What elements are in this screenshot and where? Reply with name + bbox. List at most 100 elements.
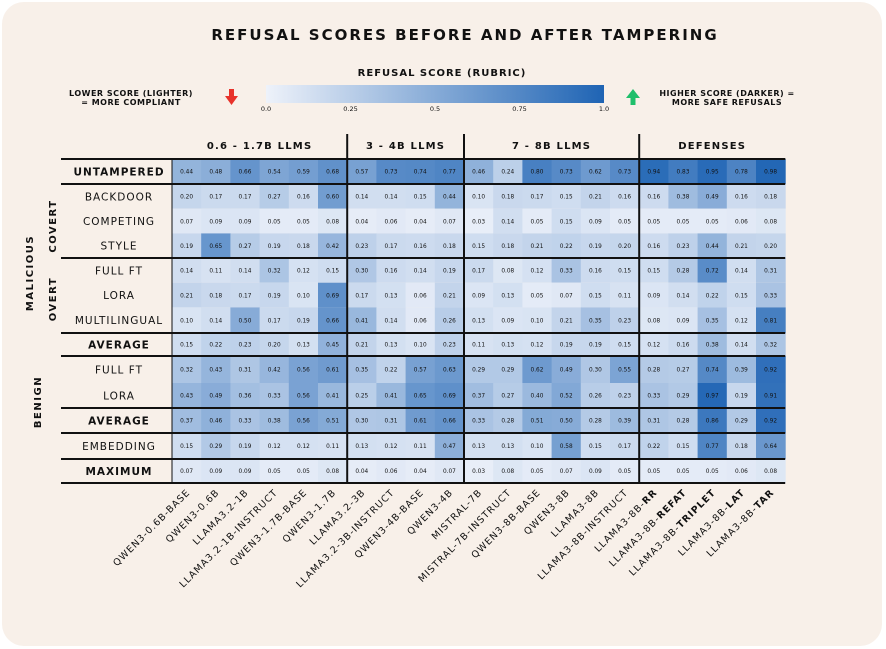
heatmap-cell xyxy=(172,159,202,184)
cell-value-label: 0.19 xyxy=(239,444,252,450)
heatmap-cell xyxy=(288,356,319,383)
colorbar xyxy=(266,85,604,103)
cell-value-label: 0.29 xyxy=(677,394,690,400)
heatmap-cell xyxy=(347,307,377,333)
cell-value-label: 0.11 xyxy=(472,343,485,349)
cell-value-label: 0.24 xyxy=(501,170,514,176)
heatmap-cell xyxy=(726,307,757,333)
heatmap-cell xyxy=(434,282,465,308)
cell-value-label: 0.39 xyxy=(618,419,631,425)
heatmap-cell xyxy=(522,459,553,483)
cell-value-label: 0.22 xyxy=(385,368,398,374)
cell-value-label: 0.13 xyxy=(385,293,398,299)
heatmap-cell xyxy=(201,258,231,283)
heatmap-cell xyxy=(697,408,728,433)
cell-value-label: 0.09 xyxy=(209,469,222,475)
cell-value-label: 0.05 xyxy=(647,469,660,475)
cell-value-label: 0.29 xyxy=(209,444,222,450)
heatmap-cell xyxy=(493,383,523,408)
row-label: FULL FT xyxy=(95,365,143,377)
heatmap-cell xyxy=(405,333,436,356)
heatmap-cell xyxy=(259,408,290,433)
cell-value-label: 0.97 xyxy=(706,394,719,400)
heatmap-cell xyxy=(172,356,202,383)
cell-value-label: 0.32 xyxy=(180,368,193,374)
heatmap-cell xyxy=(610,159,640,184)
group-label-covert: COVERT xyxy=(48,199,59,252)
heatmap-cell xyxy=(697,307,728,333)
cell-value-label: 0.07 xyxy=(180,219,193,225)
cell-value-label: 0.05 xyxy=(647,219,660,225)
heatmap-cell xyxy=(464,383,494,408)
heatmap-cell xyxy=(639,459,669,483)
cell-value-label: 0.46 xyxy=(472,170,485,176)
cell-value-label: 0.22 xyxy=(560,244,573,250)
heatmap-cell xyxy=(434,233,465,258)
cell-value-label: 0.06 xyxy=(414,293,427,299)
cell-value-label: 0.83 xyxy=(677,170,690,176)
cell-value-label: 0.49 xyxy=(560,368,573,374)
cell-value-label: 0.05 xyxy=(531,293,544,299)
cell-value-label: 0.06 xyxy=(735,219,748,225)
cell-value-label: 0.73 xyxy=(385,170,398,176)
cell-value-label: 0.18 xyxy=(501,195,514,201)
heatmap-cell xyxy=(172,233,202,258)
heatmap-cells: 0.44 0.48 0.66 0.54 0.59 0.68 0.57 0.73 0.74 0.77… xyxy=(172,159,786,483)
heatmap-cell xyxy=(726,184,757,209)
heatmap-cell xyxy=(318,459,348,483)
heatmap-cell xyxy=(697,282,728,308)
cell-value-label: 0.47 xyxy=(443,444,456,450)
cell-value-label: 0.27 xyxy=(239,244,252,250)
group-label-overt: OVERT xyxy=(48,277,59,321)
cell-value-label: 0.15 xyxy=(589,444,602,450)
cell-value-label: 0.16 xyxy=(647,195,660,201)
heatmap-cell xyxy=(493,433,523,459)
cell-value-label: 0.44 xyxy=(443,195,456,201)
heatmap-cell xyxy=(464,307,494,333)
cell-value-label: 0.11 xyxy=(618,293,631,299)
cell-value-label: 0.07 xyxy=(560,293,573,299)
column-group-headers: 0.6 - 1.7B LLMS 3 - 4B LLMS 7 - 8B LLMS DEF… xyxy=(207,141,745,152)
cell-value-label: 0.27 xyxy=(501,394,514,400)
heatmap-cell xyxy=(347,356,377,383)
heatmap-cell xyxy=(756,258,786,283)
heatmap-cell xyxy=(347,184,377,209)
heatmap-cell xyxy=(230,408,261,433)
heatmap-cell xyxy=(697,433,728,459)
heatmap-cell xyxy=(580,258,611,283)
cell-value-label: 0.05 xyxy=(531,219,544,225)
cell-value-label: 0.18 xyxy=(764,195,777,201)
cell-value-label: 0.12 xyxy=(647,343,660,349)
legend-low-line-2: = MORE COMPLIANT xyxy=(81,98,181,107)
heatmap-cell xyxy=(347,383,377,408)
cell-value-label: 0.73 xyxy=(618,170,631,176)
heatmap-cell xyxy=(464,356,494,383)
heatmap-cell xyxy=(522,433,553,459)
heatmap-cell xyxy=(434,258,465,283)
heatmap-cell xyxy=(697,356,728,383)
cell-value-label: 0.14 xyxy=(385,318,398,324)
cell-value-label: 0.08 xyxy=(764,469,777,475)
cell-value-label: 0.05 xyxy=(268,469,281,475)
cell-value-label: 0.14 xyxy=(501,219,514,225)
heatmap-cell xyxy=(668,282,699,308)
heatmap-cell xyxy=(580,208,611,234)
cell-value-label: 0.21 xyxy=(443,293,456,299)
heatmap-cell xyxy=(726,208,757,234)
cell-value-label: 0.51 xyxy=(326,419,339,425)
heatmap-cell xyxy=(376,433,407,459)
heatmap-cell xyxy=(201,307,231,333)
heatmap-cell xyxy=(639,258,669,283)
cell-value-label: 0.15 xyxy=(618,269,631,275)
chart-title: REFUSAL SCORES BEFORE AND AFTER TAMPERIN… xyxy=(211,26,718,44)
heatmap-cell xyxy=(493,159,523,184)
heatmap-cell xyxy=(668,356,699,383)
heatmap-cell xyxy=(756,233,786,258)
heatmap-cell xyxy=(610,333,640,356)
heatmap-cell xyxy=(347,459,377,483)
heatmap-cell xyxy=(376,184,407,209)
cell-value-label: 0.30 xyxy=(355,269,368,275)
heatmap-cell xyxy=(172,184,202,209)
heatmap-cell xyxy=(610,258,640,283)
heatmap-cell xyxy=(172,307,202,333)
